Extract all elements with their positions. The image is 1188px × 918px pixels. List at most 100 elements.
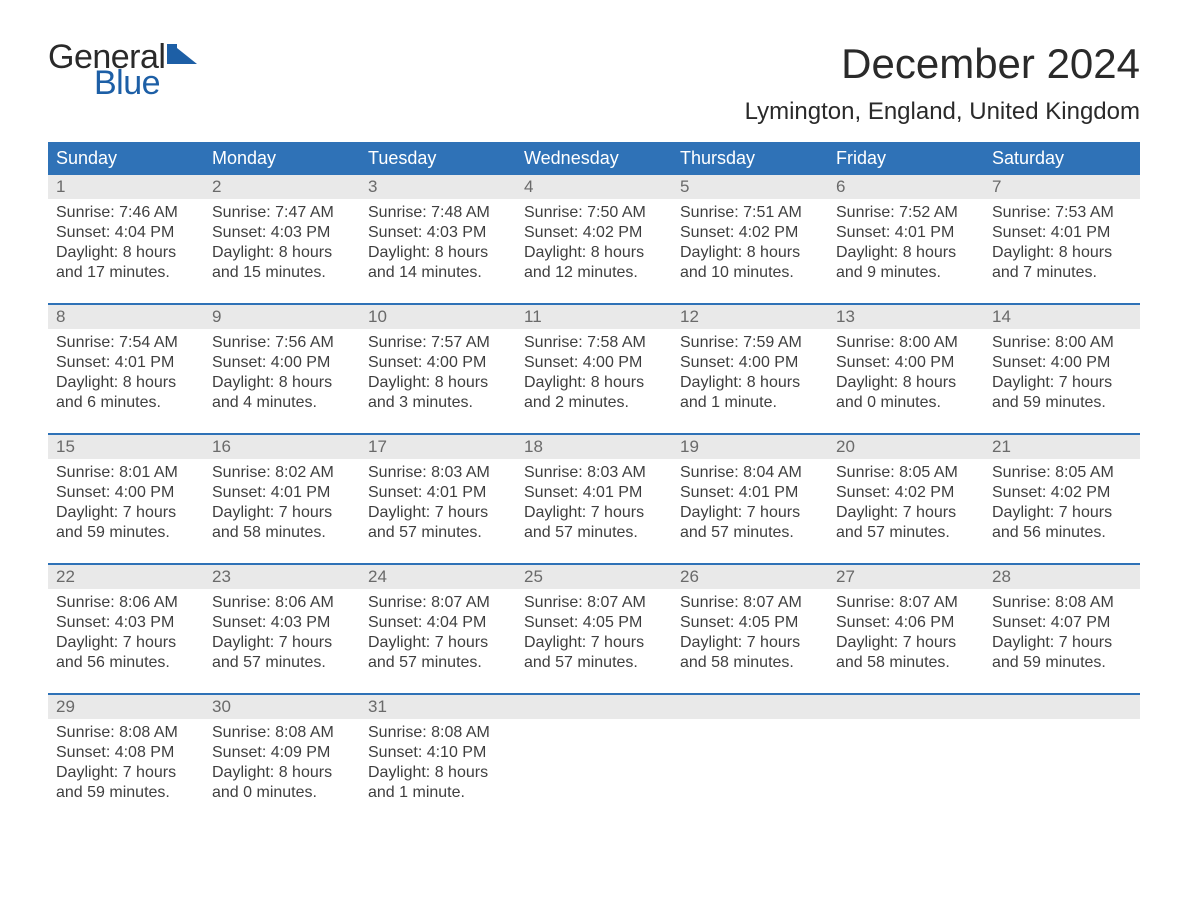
day-number-row: 15161718192021 <box>48 435 1140 459</box>
sunset-text: Sunset: 4:00 PM <box>368 353 508 373</box>
sunrise-text: Sunrise: 7:50 AM <box>524 203 664 223</box>
sunset-text: Sunset: 4:02 PM <box>524 223 664 243</box>
day-number: 3 <box>360 175 516 199</box>
daylight-text: and 58 minutes. <box>680 653 820 673</box>
daylight-text: and 57 minutes. <box>836 523 976 543</box>
daylight-text: and 59 minutes. <box>992 653 1132 673</box>
day-cell: Sunrise: 8:06 AMSunset: 4:03 PMDaylight:… <box>204 589 360 679</box>
calendar-week: 891011121314Sunrise: 7:54 AMSunset: 4:01… <box>48 303 1140 419</box>
weekday-header-row: Sunday Monday Tuesday Wednesday Thursday… <box>48 142 1140 175</box>
daylight-text: and 12 minutes. <box>524 263 664 283</box>
daylight-text: and 10 minutes. <box>680 263 820 283</box>
day-number: 19 <box>672 435 828 459</box>
daylight-text: Daylight: 7 hours <box>680 503 820 523</box>
day-number: 11 <box>516 305 672 329</box>
daylight-text: Daylight: 7 hours <box>680 633 820 653</box>
day-content-row: Sunrise: 8:08 AMSunset: 4:08 PMDaylight:… <box>48 719 1140 809</box>
sunset-text: Sunset: 4:05 PM <box>680 613 820 633</box>
daylight-text: Daylight: 7 hours <box>992 503 1132 523</box>
sunrise-text: Sunrise: 8:04 AM <box>680 463 820 483</box>
weekday-header: Monday <box>204 142 360 175</box>
daylight-text: and 59 minutes. <box>56 783 196 803</box>
sunset-text: Sunset: 4:01 PM <box>524 483 664 503</box>
sunrise-text: Sunrise: 7:52 AM <box>836 203 976 223</box>
day-number-row: 891011121314 <box>48 305 1140 329</box>
day-number: 23 <box>204 565 360 589</box>
logo-text-blue: Blue <box>94 66 197 100</box>
day-number: 20 <box>828 435 984 459</box>
sunset-text: Sunset: 4:03 PM <box>368 223 508 243</box>
daylight-text: Daylight: 8 hours <box>56 243 196 263</box>
daylight-text: and 2 minutes. <box>524 393 664 413</box>
day-number <box>672 695 828 719</box>
day-cell: Sunrise: 7:57 AMSunset: 4:00 PMDaylight:… <box>360 329 516 419</box>
sunset-text: Sunset: 4:04 PM <box>56 223 196 243</box>
sunset-text: Sunset: 4:09 PM <box>212 743 352 763</box>
sunset-text: Sunset: 4:03 PM <box>212 613 352 633</box>
sunrise-text: Sunrise: 7:51 AM <box>680 203 820 223</box>
day-number: 7 <box>984 175 1140 199</box>
daylight-text: Daylight: 7 hours <box>56 503 196 523</box>
daylight-text: and 57 minutes. <box>368 653 508 673</box>
weekday-header: Friday <box>828 142 984 175</box>
calendar-week: 1234567Sunrise: 7:46 AMSunset: 4:04 PMDa… <box>48 175 1140 289</box>
day-number: 8 <box>48 305 204 329</box>
sunrise-text: Sunrise: 7:46 AM <box>56 203 196 223</box>
daylight-text: and 57 minutes. <box>212 653 352 673</box>
day-number: 30 <box>204 695 360 719</box>
daylight-text: Daylight: 7 hours <box>212 503 352 523</box>
daylight-text: Daylight: 7 hours <box>212 633 352 653</box>
sunset-text: Sunset: 4:04 PM <box>368 613 508 633</box>
daylight-text: Daylight: 7 hours <box>368 633 508 653</box>
daylight-text: Daylight: 8 hours <box>524 243 664 263</box>
sunset-text: Sunset: 4:03 PM <box>212 223 352 243</box>
sunset-text: Sunset: 4:00 PM <box>680 353 820 373</box>
daylight-text: and 59 minutes. <box>56 523 196 543</box>
day-number: 14 <box>984 305 1140 329</box>
day-number: 12 <box>672 305 828 329</box>
day-cell: Sunrise: 7:47 AMSunset: 4:03 PMDaylight:… <box>204 199 360 289</box>
sunset-text: Sunset: 4:02 PM <box>836 483 976 503</box>
sunset-text: Sunset: 4:01 PM <box>56 353 196 373</box>
day-number: 10 <box>360 305 516 329</box>
day-number: 31 <box>360 695 516 719</box>
header-area: General Blue December 2024 Lymington, En… <box>48 40 1140 126</box>
sunset-text: Sunset: 4:00 PM <box>836 353 976 373</box>
month-title: December 2024 <box>745 40 1140 88</box>
daylight-text: Daylight: 8 hours <box>992 243 1132 263</box>
daylight-text: and 4 minutes. <box>212 393 352 413</box>
day-number <box>516 695 672 719</box>
daylight-text: Daylight: 7 hours <box>524 503 664 523</box>
day-cell: Sunrise: 8:04 AMSunset: 4:01 PMDaylight:… <box>672 459 828 549</box>
day-cell: Sunrise: 7:56 AMSunset: 4:00 PMDaylight:… <box>204 329 360 419</box>
sunrise-text: Sunrise: 8:03 AM <box>368 463 508 483</box>
day-cell: Sunrise: 7:48 AMSunset: 4:03 PMDaylight:… <box>360 199 516 289</box>
day-number-row: 1234567 <box>48 175 1140 199</box>
day-cell: Sunrise: 7:59 AMSunset: 4:00 PMDaylight:… <box>672 329 828 419</box>
day-number: 28 <box>984 565 1140 589</box>
day-number: 26 <box>672 565 828 589</box>
day-cell: Sunrise: 8:06 AMSunset: 4:03 PMDaylight:… <box>48 589 204 679</box>
day-cell: Sunrise: 8:07 AMSunset: 4:04 PMDaylight:… <box>360 589 516 679</box>
day-cell: Sunrise: 7:53 AMSunset: 4:01 PMDaylight:… <box>984 199 1140 289</box>
sunrise-text: Sunrise: 8:01 AM <box>56 463 196 483</box>
sunrise-text: Sunrise: 7:58 AM <box>524 333 664 353</box>
daylight-text: Daylight: 8 hours <box>212 243 352 263</box>
day-number-row: 22232425262728 <box>48 565 1140 589</box>
daylight-text: Daylight: 8 hours <box>212 763 352 783</box>
sunrise-text: Sunrise: 7:57 AM <box>368 333 508 353</box>
calendar-week: 293031Sunrise: 8:08 AMSunset: 4:08 PMDay… <box>48 693 1140 809</box>
sunset-text: Sunset: 4:10 PM <box>368 743 508 763</box>
sunrise-text: Sunrise: 8:06 AM <box>56 593 196 613</box>
day-number-row: 293031 <box>48 695 1140 719</box>
sunset-text: Sunset: 4:02 PM <box>992 483 1132 503</box>
daylight-text: and 1 minute. <box>368 783 508 803</box>
day-cell <box>672 719 828 809</box>
daylight-text: and 17 minutes. <box>56 263 196 283</box>
daylight-text: Daylight: 7 hours <box>524 633 664 653</box>
day-cell: Sunrise: 8:01 AMSunset: 4:00 PMDaylight:… <box>48 459 204 549</box>
day-number: 5 <box>672 175 828 199</box>
sunset-text: Sunset: 4:03 PM <box>56 613 196 633</box>
daylight-text: and 57 minutes. <box>680 523 820 543</box>
day-cell: Sunrise: 7:46 AMSunset: 4:04 PMDaylight:… <box>48 199 204 289</box>
